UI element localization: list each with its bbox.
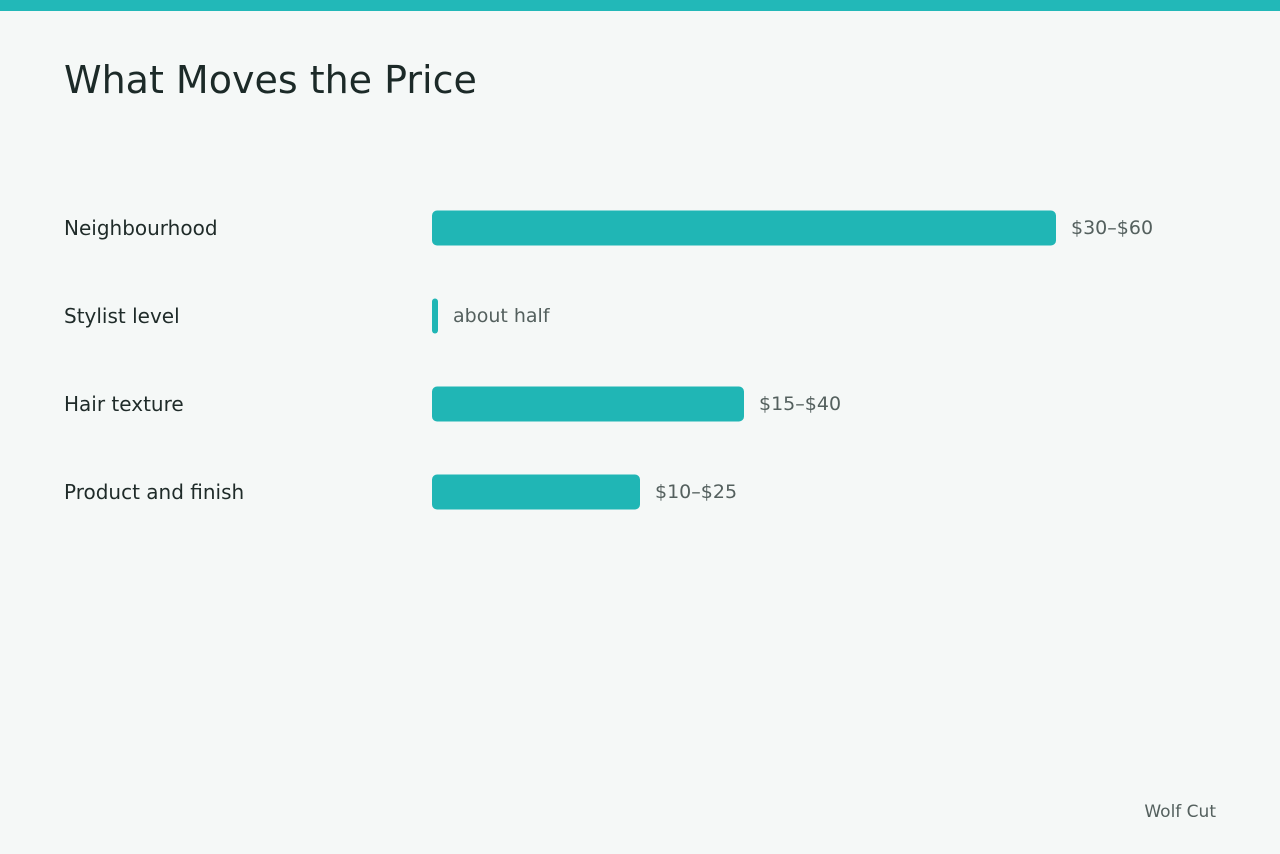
- bar-neighbourhood: [432, 210, 1056, 246]
- value-label-product-and-finish: $10–$25: [655, 481, 737, 503]
- category-label-stylist-level: Stylist level: [64, 304, 180, 328]
- bar-product-and-finish: [432, 474, 640, 510]
- value-label-neighbourhood: $30–$60: [1071, 217, 1153, 239]
- bars-layer: Neighbourhood $30–$60 Stylist level about h…: [64, 210, 1153, 510]
- value-label-hair-texture: $15–$40: [759, 393, 841, 415]
- top-accent-bar: [0, 0, 1280, 11]
- category-label-hair-texture: Hair texture: [64, 392, 184, 416]
- value-label-stylist-level: about half: [453, 305, 551, 327]
- page-title: What Moves the Price: [64, 58, 477, 102]
- bar-hair-texture: [432, 386, 744, 422]
- category-label-neighbourhood: Neighbourhood: [64, 216, 218, 240]
- category-label-product-and-finish: Product and finish: [64, 480, 244, 504]
- bar-stylist-level: [432, 298, 438, 334]
- footer-label: Wolf Cut: [1144, 802, 1216, 822]
